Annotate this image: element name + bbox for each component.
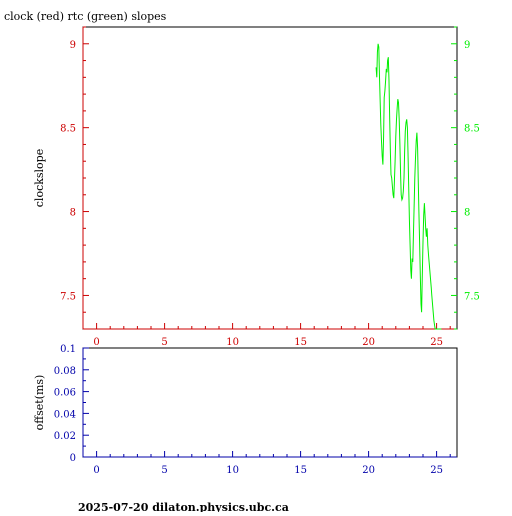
x-tick-label: 0 [93,465,99,476]
y-tick-label: 0.04 [54,409,76,420]
offset-panel: 0 5 10 15 20 25 0 0.02 0.04 0.06 0.08 0.1 offset(ms) [33,344,458,476]
x-tick-label: 15 [294,337,307,348]
y-tick-label: 0.08 [54,366,76,377]
x-tick-label: 20 [362,465,375,476]
x-tick-label: 25 [430,337,443,348]
y-tick-label: 0.02 [54,431,76,442]
y-tick-label: 7.5 [60,291,76,302]
right-y-tick-label: 8 [464,208,470,219]
x-tick-label: 5 [161,465,167,476]
y-tick-label: 9 [70,40,76,51]
clockslope-panel: 0 5 10 15 20 25 7.5 7.5 8 8 8.5 8.5 9 9 clockslope [33,26,480,348]
y-tick-label: 0 [70,453,76,464]
y-tick-label: 8 [70,208,76,219]
x-tick-label: 20 [362,337,375,348]
y-axis-label: clockslope [33,149,46,207]
x-tick-label: 25 [430,465,443,476]
x-tick-label: 0 [93,337,99,348]
chart-title: clock (red) rtc (green) slopes [4,10,167,23]
right-y-tick-label: 7.5 [464,291,480,302]
right-y-tick-label: 9 [464,40,470,51]
y-axis-label: offset(ms) [33,375,46,431]
y-tick-label: 0.1 [60,344,76,355]
x-tick-label: 5 [161,337,167,348]
series-line [375,43,442,330]
right-y-tick-label: 8.5 [464,124,480,135]
x-tick-label: 15 [294,465,307,476]
y-tick-label: 0.06 [54,388,76,399]
footer-text: 2025-07-20 dilaton.physics.ubc.ca [78,501,289,512]
x-tick-label: 10 [226,337,239,348]
x-tick-label: 10 [226,465,239,476]
plot-frame [82,347,458,458]
y-tick-label: 8.5 [60,124,76,135]
